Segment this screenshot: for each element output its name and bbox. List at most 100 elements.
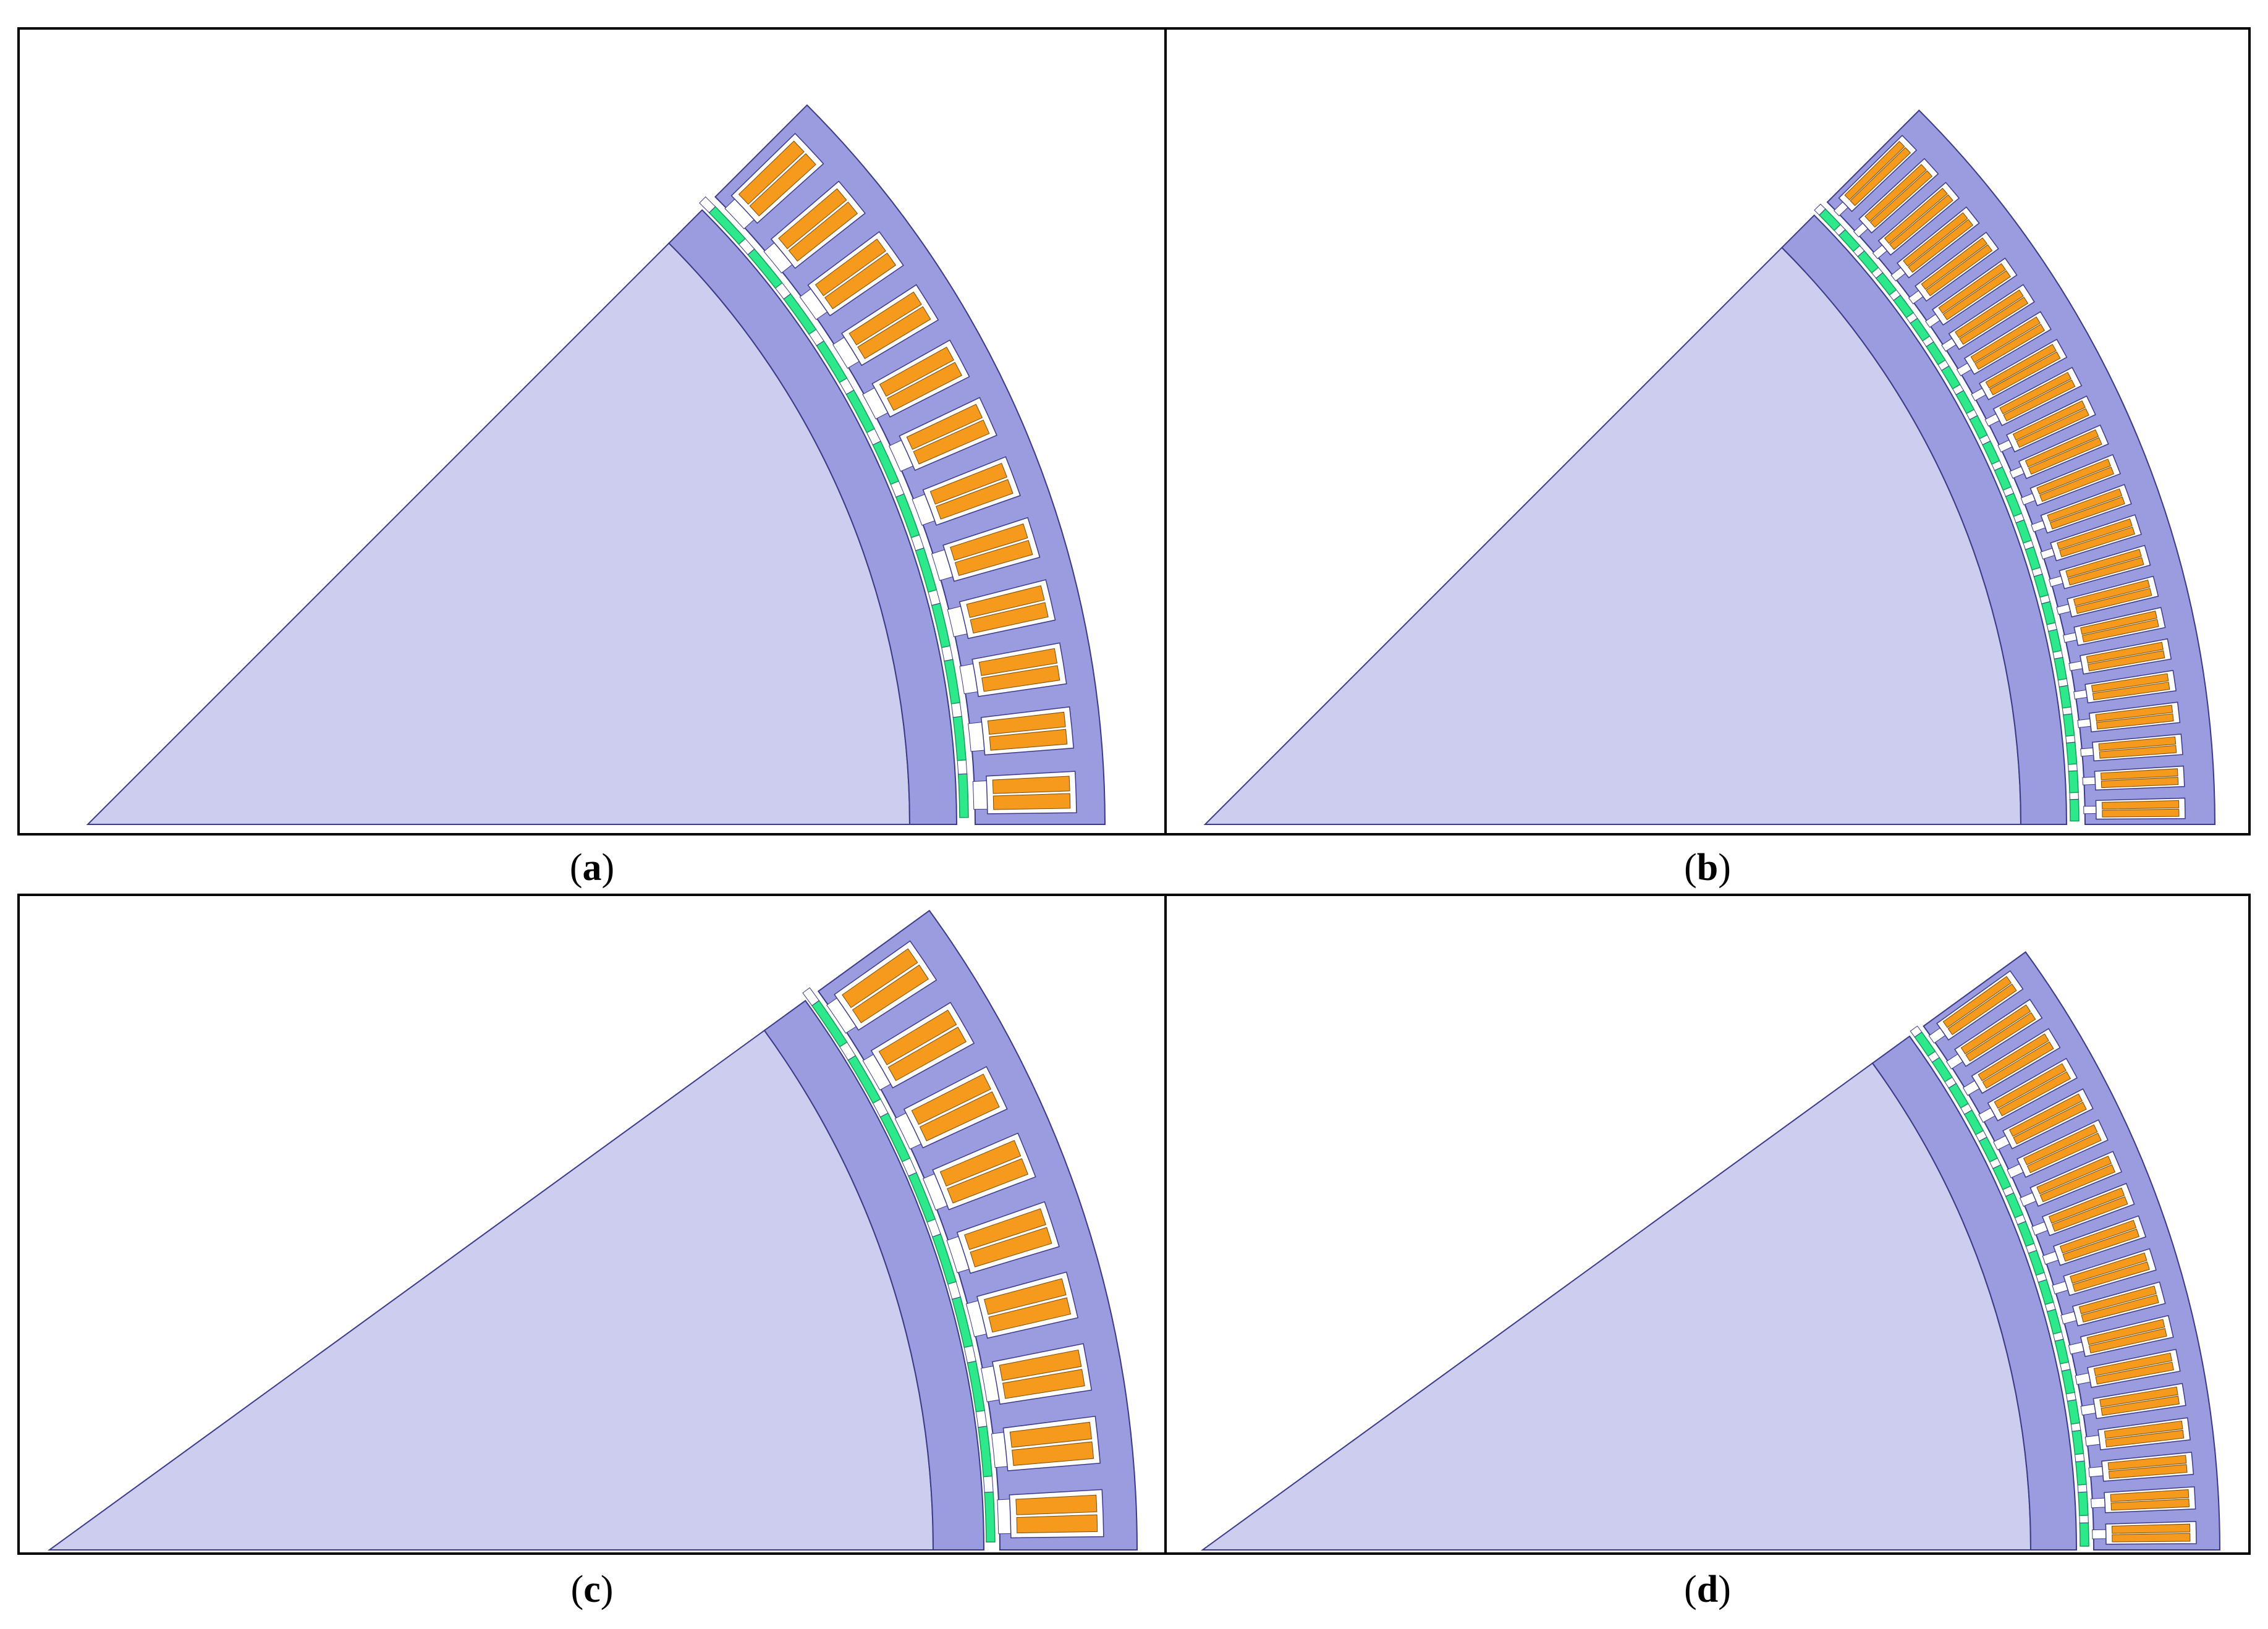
stator-slot (763, 180, 866, 274)
caption-b-letter: b (1697, 847, 1718, 889)
slot-opening (2091, 1497, 2107, 1508)
coil-side (981, 665, 1060, 692)
coil-side (2086, 1319, 2165, 1345)
coil-side (2112, 1533, 2191, 1542)
magnet-gap (941, 645, 954, 662)
coil-side (2067, 557, 2144, 586)
coil-side (1974, 323, 2046, 370)
coil-side (1884, 187, 1948, 244)
coil-side (879, 346, 954, 397)
stator-slot (2068, 638, 2172, 675)
caption-a-letter: a (583, 847, 602, 889)
coil-side (852, 964, 929, 1023)
slot-body (730, 132, 824, 224)
coil-side (2095, 1361, 2174, 1385)
caption-b: (b) (1684, 847, 1731, 889)
coil-side (1850, 147, 1911, 206)
stator-slot (2084, 1417, 2191, 1450)
coil-side (2081, 619, 2159, 643)
stator-slot (2049, 544, 2151, 590)
magnet-gap (950, 702, 962, 718)
magnet-gap (963, 1345, 976, 1363)
stator-slot (832, 284, 939, 369)
magnet-segment (2059, 685, 2072, 709)
magnet-segment (2061, 1368, 2076, 1395)
stator-slot (894, 1066, 1008, 1150)
coil-side (2101, 768, 2178, 781)
coil-side (1970, 316, 2041, 363)
stator-slot (826, 940, 937, 1034)
magnet-gap (983, 1475, 994, 1493)
stator-slot (2092, 1521, 2197, 1545)
stator-slot (2020, 454, 2121, 507)
stator-slot (1962, 1028, 2061, 1096)
stator-slot (2040, 514, 2142, 562)
stator-slot (2020, 1151, 2123, 1207)
coil-side (2101, 777, 2179, 789)
coil-side (2051, 1196, 2128, 1232)
coil-side (2086, 641, 2164, 664)
coil-side (913, 420, 990, 465)
coil-side (2036, 459, 2111, 495)
stator-slot (959, 642, 1067, 697)
coil-side (1938, 263, 2007, 314)
coil-side (1965, 1012, 2036, 1062)
magnet-gap (2079, 1515, 2089, 1523)
stator-slot (862, 339, 970, 420)
magnet-segment (2046, 1308, 2062, 1335)
stator-slot (968, 706, 1075, 756)
slot-body (1838, 135, 1918, 213)
stator-slot (1984, 366, 2083, 427)
coil-side (2110, 1489, 2190, 1502)
rotor-yoke (1780, 214, 2068, 825)
coil-side (2048, 1187, 2125, 1224)
magnet-gap (1910, 1025, 1923, 1038)
coil-side (2111, 1523, 2191, 1534)
coil-side (1999, 371, 2072, 415)
stator-slot (862, 1002, 975, 1091)
coil-side (1985, 344, 2057, 389)
coil-side (950, 523, 1028, 561)
rotor-core (47, 1030, 934, 1551)
coil-side (2049, 496, 2125, 530)
coil-side (2057, 518, 2133, 550)
coil-side (2080, 611, 2157, 635)
coil-side (936, 479, 1013, 520)
stator-slot (889, 397, 997, 472)
magnet-segment (2047, 628, 2062, 653)
magnet-segment (2033, 573, 2049, 598)
coil-side (2075, 588, 2152, 614)
coil-side (970, 1227, 1052, 1267)
coil-side (2065, 549, 2142, 578)
coil-side (966, 585, 1045, 618)
magnet-segment (2075, 1460, 2087, 1486)
stator-slot (2009, 424, 2109, 480)
magnet-segment (984, 1491, 996, 1543)
coil-side (2091, 673, 2169, 693)
stator-slot (1928, 970, 2024, 1044)
coil-side (947, 1158, 1028, 1204)
coil-side (2059, 1219, 2137, 1254)
coil-side (2013, 1101, 2087, 1145)
coil-side (1002, 1369, 1085, 1399)
coil-side (911, 1073, 991, 1125)
coil-side (2093, 1352, 2173, 1376)
caption-c-letter: c (583, 1568, 601, 1610)
coil-side (919, 1091, 1000, 1141)
coil-side (2073, 579, 2151, 606)
coil-side (954, 539, 1033, 577)
stator-slot (946, 1201, 1060, 1274)
stator-slot (2052, 1248, 2157, 1297)
coil-side (778, 188, 847, 250)
coil-side (978, 648, 1057, 676)
coil-side (842, 948, 918, 1009)
coil-side (2028, 437, 2102, 475)
rotor-core (1200, 1062, 2032, 1551)
coil-side (2039, 1164, 2116, 1203)
coil-side (1978, 1033, 2049, 1081)
magnet-segment (2041, 601, 2056, 625)
magnet-segment (2054, 1339, 2070, 1365)
coil-side (2099, 1386, 2178, 1408)
coil-side (1844, 141, 1905, 201)
stator-slot (1941, 284, 2035, 352)
